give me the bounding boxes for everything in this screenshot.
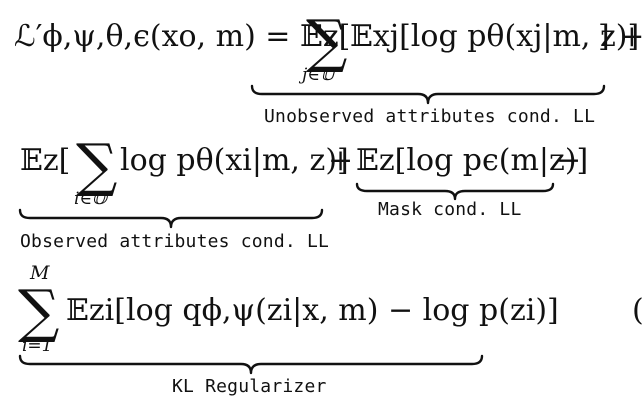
label-kl: KL Regularizer (172, 376, 327, 397)
equation-number-fragment: ( (632, 296, 642, 326)
unobserved-expectation-term: 𝔼xj[log pθ(xj|m, z)] (350, 19, 640, 54)
sum-superscript-kl: M (30, 262, 50, 284)
label-mask: Mask cond. LL (378, 199, 522, 220)
equation-lhs: ℒ′ϕ,ψ,θ,ϵ(xo, m) = 𝔼z[ (14, 19, 351, 54)
underbrace-mask (355, 182, 555, 201)
label-observed: Observed attributes cond. LL (20, 231, 330, 252)
kl-regularizer-term: 𝔼zi[log qϕ,ψ(zi|x, m) − log p(zi)] (66, 293, 559, 328)
underbrace-kl (18, 354, 484, 375)
sum-symbol-kl: ∑ (18, 277, 60, 345)
sum-symbol-unobserved: ∑ (306, 7, 348, 75)
plus-sign: + (328, 143, 354, 178)
observed-expectation-open: 𝔼z[ (20, 143, 71, 178)
label-unobserved: Unobserved attributes cond. LL (264, 106, 596, 127)
mask-conditional-term: 𝔼z[log pϵ(m|z)] (356, 143, 589, 178)
minus-sign: − (556, 143, 582, 178)
line1-tail: ] + (598, 19, 642, 54)
underbrace-observed (18, 208, 324, 229)
sum-subscript-unobserved: j∈𝕌 (302, 65, 335, 85)
observed-log-likelihood-term: log pθ(xi|m, z)] (120, 143, 349, 178)
sum-subscript-kl: i=1 (22, 336, 53, 356)
sum-symbol-observed: ∑ (76, 131, 118, 199)
sum-subscript-observed: i∈𝕆 (74, 189, 107, 209)
underbrace-unobserved (250, 84, 606, 105)
